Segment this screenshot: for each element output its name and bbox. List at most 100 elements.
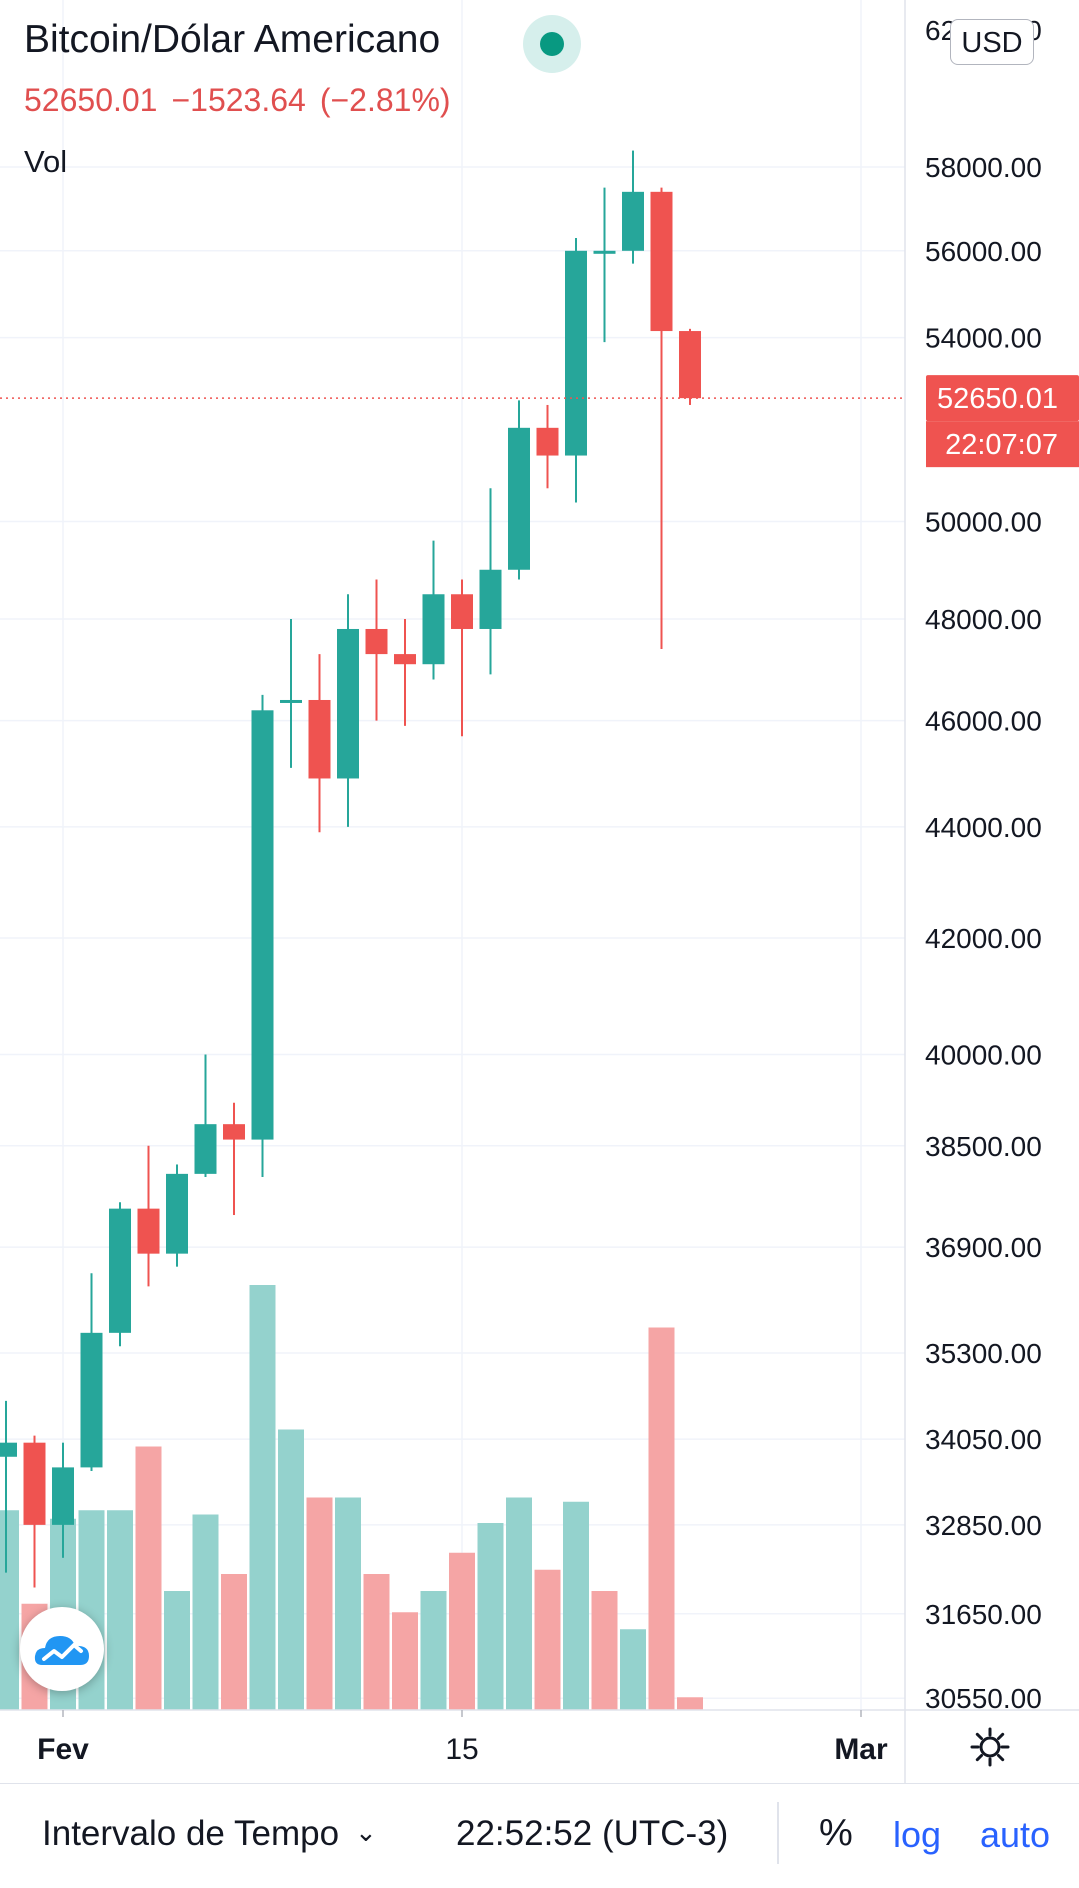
candle-body [137,1208,160,1254]
candle [622,150,644,264]
candle [23,1435,46,1588]
volume-study-label[interactable]: Vol [24,144,68,179]
volume-bar [164,1591,190,1710]
price-axis[interactable]: 62000.00 58000.0056000.0054000.0050000.0… [925,15,1042,1714]
time-interval-button[interactable]: Intervalo de Tempo ⌄ [42,1814,377,1854]
clock-timezone[interactable]: 22:52:52 (UTC-3) [456,1814,729,1853]
price-tick-label: 50000.00 [925,506,1042,537]
price-chart[interactable]: 62000.00 58000.0056000.0054000.0050000.0… [0,0,1079,1783]
candle-body [451,594,473,629]
candle-body [109,1208,131,1333]
currency-button[interactable]: USD [950,19,1034,65]
candle [479,488,502,675]
tradingview-cloud-icon [34,1636,89,1665]
live-status-dot [540,32,564,56]
gear-icon [970,1727,1010,1767]
time-tick-label: Mar [834,1733,888,1766]
volume-bar [591,1591,618,1710]
candle-body [650,191,673,332]
candle-body [0,1442,17,1457]
candle [394,619,416,726]
time-interval-label: Intervalo de Tempo [42,1814,340,1853]
percent-scale-button[interactable]: % [819,1812,853,1854]
candle-body [166,1173,188,1254]
tradingview-logo-button[interactable] [20,1607,104,1691]
price-tick-label: 31650.00 [925,1599,1042,1630]
candle [308,654,331,833]
volume-bar [306,1497,333,1710]
candle [0,1400,17,1573]
candle [52,1442,74,1558]
price-tick-label: 56000.00 [925,236,1042,267]
candle [679,328,701,405]
volume-bar [278,1429,304,1710]
candle-body [251,710,274,1140]
candle [565,238,587,503]
auto-scale-button[interactable]: auto [980,1814,1051,1855]
symbol-title[interactable]: Bitcoin/Dólar Americano [24,18,441,61]
svg-text:22:07:07: 22:07:07 [945,429,1058,461]
candle-body [80,1332,103,1468]
quote-line: 52650.01 −1523.64 (−2.81%) [24,82,465,119]
price-change-percent: (−2.81%) [319,82,451,118]
volume-bar [677,1697,703,1710]
candle-body [479,569,502,629]
candle [508,400,530,580]
time-tick-label: 15 [445,1733,478,1766]
candle-body [679,331,701,399]
candle-body [622,191,644,251]
candle-body [422,594,445,665]
last-price-value: 52650.01 [24,82,158,118]
volume-bar [135,1446,162,1710]
candle [194,1054,217,1178]
chart-settings-button[interactable] [968,1725,1012,1769]
candle [451,579,473,737]
candle [536,404,559,489]
candle-body [194,1124,217,1174]
candle [280,619,302,768]
candle-body [308,699,331,779]
candle [365,579,388,721]
candle-body [365,628,388,655]
candle [137,1145,160,1287]
time-tick-label: Fev [37,1733,89,1766]
log-scale-button[interactable]: log [893,1814,942,1855]
candle [650,187,673,650]
volume-bar [620,1629,646,1710]
candle [223,1102,245,1216]
candlesticks [0,150,701,1588]
candle [80,1273,103,1471]
price-tick-label: 32850.00 [925,1510,1042,1541]
candle [166,1164,188,1267]
candle-body [593,250,616,254]
price-tick-label: 48000.00 [925,604,1042,635]
live-status-indicator [523,15,581,73]
price-tick-label: 34050.00 [925,1424,1042,1455]
price-tick-label: 30550.00 [925,1683,1042,1714]
price-tick-label: 58000.00 [925,152,1042,183]
price-tick-label: 35300.00 [925,1338,1042,1369]
volume-bar [221,1574,247,1710]
volume-bar [477,1523,504,1710]
candle [109,1202,131,1347]
candle-body [394,654,416,665]
volume-bar [449,1552,475,1710]
volume-bar [648,1327,675,1710]
volume-bar [0,1510,19,1710]
time-axis[interactable]: Fev 15 Mar [37,1710,888,1766]
svg-text:52650.01: 52650.01 [937,383,1058,415]
candle-body [508,427,530,570]
bottom-toolbar: Intervalo de Tempo ⌄ 22:52:52 (UTC-3) % l… [0,1783,1079,1888]
candle-countdown-tag: 22:07:07 [926,421,1079,468]
candle [251,694,274,1178]
toolbar-divider [777,1802,779,1864]
volume-bar [392,1612,418,1710]
candle-body [52,1467,74,1525]
price-tick-label: 40000.00 [925,1039,1042,1070]
price-tick-label: 44000.00 [925,812,1042,843]
volume-bar [420,1591,447,1710]
candle [337,594,359,827]
volume-bar [107,1510,133,1710]
candle-body [223,1124,245,1140]
candle-body [565,250,587,456]
